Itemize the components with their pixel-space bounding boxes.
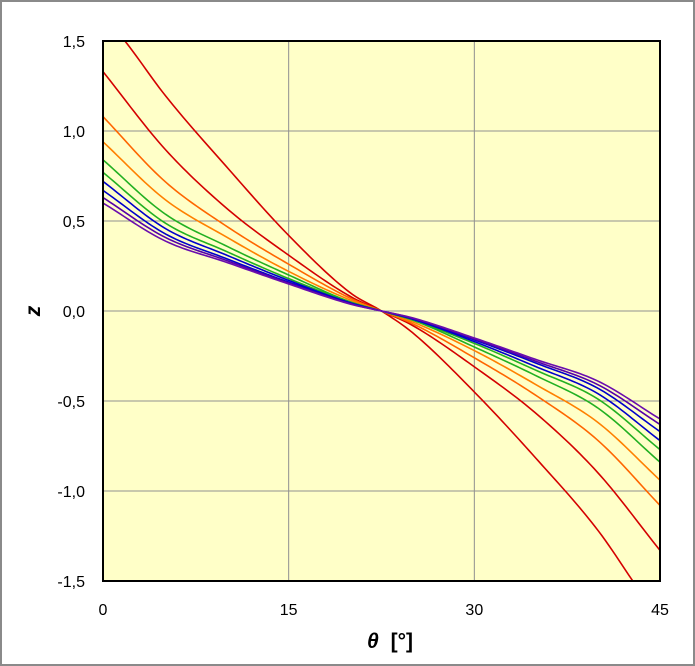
plot-border <box>102 40 661 582</box>
x-tick-label: 30 <box>465 602 483 619</box>
y-tick-label: 1,5 <box>63 34 85 51</box>
y-axis-title: z <box>22 305 45 317</box>
x-tick-labels: 0 15 30 45 <box>99 602 669 619</box>
y-tick-label: 0,0 <box>63 304 85 321</box>
y-tick-labels: 1,5 1,0 0,5 0,0 -0,5 -1,0 -1,5 <box>57 34 85 591</box>
y-tick-label: 1,0 <box>63 124 85 141</box>
y-tick-label: -0,5 <box>57 394 85 411</box>
series-line-1 <box>123 41 634 581</box>
x-tick-label: 0 <box>99 602 108 619</box>
series-line-10 <box>103 202 660 420</box>
x-axis-title: θ [°] <box>367 630 413 653</box>
x-tick-label: 45 <box>651 602 669 619</box>
y-tick-label: -1,5 <box>57 574 85 591</box>
series-group <box>103 41 660 581</box>
x-axis-unit: [°] <box>391 630 413 653</box>
x-axis-symbol: θ <box>367 630 379 653</box>
x-tick-label: 15 <box>280 602 298 619</box>
y-tick-label: 0,5 <box>63 214 85 231</box>
y-tick-label: -1,0 <box>57 484 85 501</box>
